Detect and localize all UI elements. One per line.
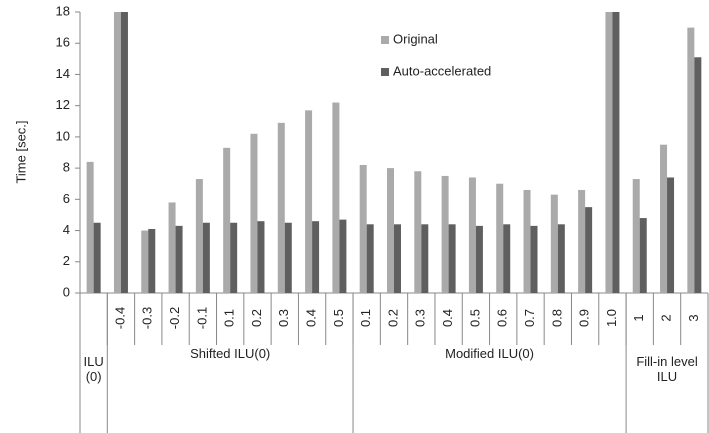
x-tick-label: 0.3	[276, 309, 291, 327]
y-tick-label: 2	[63, 253, 70, 268]
y-tick-label: 16	[56, 35, 70, 50]
legend-label: Auto-accelerated	[393, 63, 491, 78]
legend-swatch	[381, 68, 389, 76]
group-label: Fill-in level ILU	[636, 354, 698, 384]
y-tick-label: 6	[63, 191, 70, 206]
legend-swatch	[381, 36, 389, 44]
bar	[257, 221, 265, 293]
bar	[305, 110, 313, 293]
bar	[284, 222, 292, 293]
y-tick-label: 18	[56, 3, 70, 18]
bar	[394, 224, 401, 293]
bar	[523, 189, 531, 293]
bar	[557, 224, 565, 293]
x-tick-label: 1	[631, 314, 646, 321]
y-tick-label: 4	[63, 222, 70, 237]
legend-label: Original	[393, 31, 438, 46]
x-tick-label: 0.2	[385, 309, 400, 327]
bar	[387, 168, 394, 293]
bar	[86, 161, 94, 293]
bar	[530, 225, 538, 293]
x-tick-label: 0.3	[413, 309, 428, 327]
bar	[175, 225, 183, 293]
x-tick-label: 0.2	[249, 309, 264, 327]
bar	[667, 177, 675, 293]
x-tick-label: 0.4	[304, 309, 319, 327]
y-axis-title: Time [sec.]	[13, 120, 28, 183]
x-tick-label: -0.4	[112, 307, 127, 329]
bar	[141, 230, 149, 293]
bar	[250, 133, 258, 293]
x-tick-label: 3	[686, 314, 701, 321]
bar	[550, 194, 558, 293]
bar	[168, 202, 176, 293]
bar	[195, 179, 203, 293]
bar	[585, 207, 593, 293]
bar	[332, 102, 340, 294]
x-tick-label: 1.0	[604, 309, 619, 327]
group-label: ILU (0)	[83, 354, 104, 384]
bar	[148, 228, 156, 293]
bar	[694, 57, 702, 294]
bar	[612, 12, 620, 293]
x-tick-label: 2	[658, 314, 673, 321]
bar	[366, 224, 374, 293]
bar	[277, 122, 285, 293]
bar	[414, 171, 422, 293]
bar	[421, 224, 429, 293]
bar	[639, 218, 647, 293]
x-tick-label: 0.5	[467, 309, 482, 327]
x-tick-label: 0.1	[358, 309, 373, 327]
bar	[468, 177, 476, 293]
bar	[632, 179, 640, 293]
bar	[202, 222, 210, 293]
x-tick-label: 0.1	[222, 309, 237, 327]
bar	[605, 12, 613, 293]
x-tick-label: 0.4	[440, 309, 455, 327]
bar	[113, 12, 121, 293]
bar	[312, 221, 320, 293]
y-tick-label: 0	[63, 284, 70, 299]
x-tick-label: -0.3	[140, 307, 155, 329]
x-tick-label: 0.6	[495, 309, 510, 327]
bar	[230, 222, 238, 293]
group-label: Modified ILU(0)	[445, 346, 534, 361]
x-tick-label: -0.1	[194, 307, 209, 329]
y-tick-label: 12	[56, 97, 70, 112]
x-tick-label: 0.5	[331, 309, 346, 327]
x-tick-label: -0.2	[167, 307, 182, 329]
bar	[223, 147, 231, 293]
group-label: Shifted ILU(0)	[190, 346, 271, 361]
bar	[441, 175, 449, 293]
bar	[503, 224, 511, 293]
y-tick-label: 14	[56, 66, 70, 81]
bar	[475, 225, 483, 293]
bar	[578, 189, 586, 293]
bar	[93, 222, 101, 293]
bar	[496, 183, 504, 293]
bar	[339, 219, 347, 293]
y-tick-label: 8	[63, 160, 70, 175]
bar	[660, 144, 668, 293]
x-tick-label: 0.9	[577, 309, 592, 327]
bar	[120, 12, 128, 293]
bar	[687, 27, 695, 293]
x-tick-label: 0.7	[522, 309, 537, 327]
x-tick-label: 0.8	[549, 309, 564, 327]
bar	[448, 224, 456, 293]
bar	[359, 164, 367, 293]
y-tick-label: 10	[56, 128, 70, 143]
